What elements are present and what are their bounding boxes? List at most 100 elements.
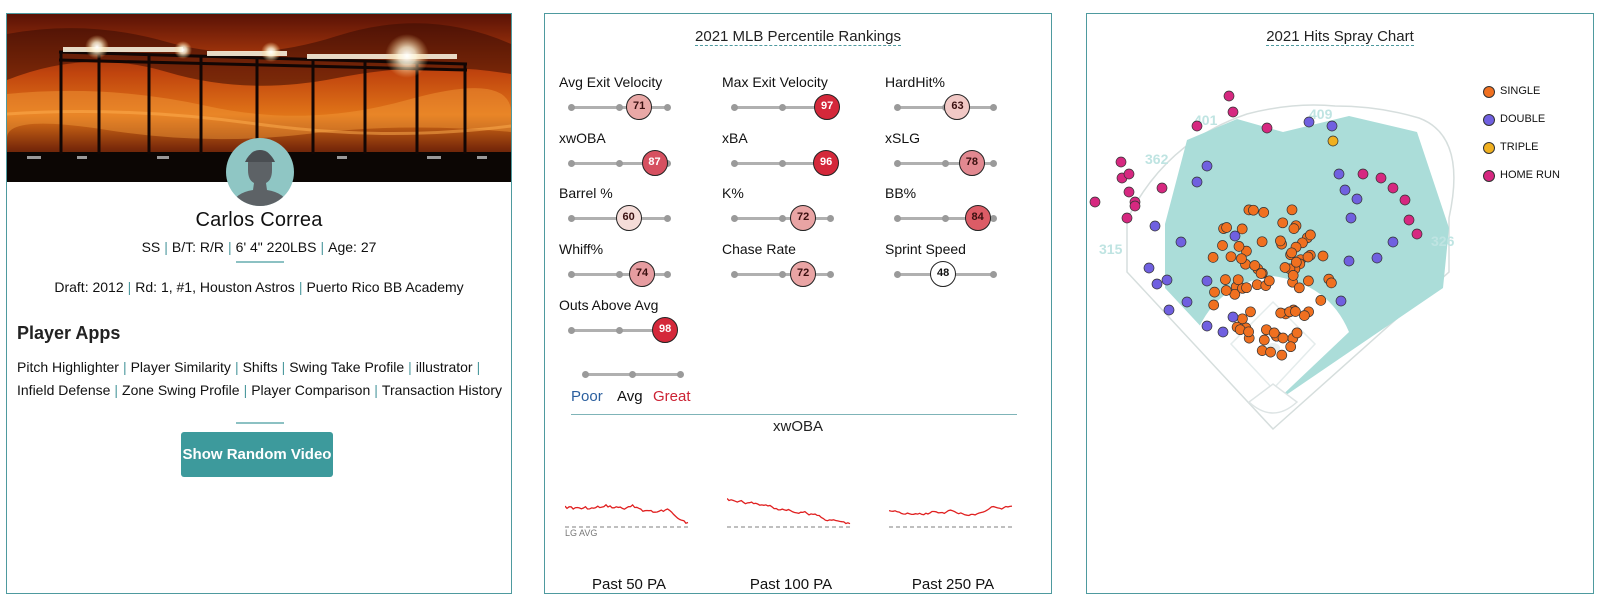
track-tick bbox=[990, 160, 997, 167]
window-label-250pa: Past 250 PA bbox=[911, 576, 995, 593]
single-hit-marker bbox=[1275, 307, 1287, 319]
double-hit-marker bbox=[1227, 311, 1239, 323]
home-run-hit-marker bbox=[1357, 168, 1369, 180]
app-link-infield-defense[interactable]: Infield Defense bbox=[17, 382, 111, 398]
app-link-player-similarity[interactable]: Player Similarity bbox=[130, 359, 231, 375]
track-tick bbox=[990, 215, 997, 222]
draft-round: Rd: 1, #1, Houston Astros bbox=[135, 279, 295, 295]
metric-label: K% bbox=[722, 185, 744, 201]
single-hit-marker bbox=[1249, 260, 1261, 271]
home-run-hit-marker bbox=[1403, 214, 1415, 226]
double-hit-marker bbox=[1351, 193, 1363, 205]
double-hit-marker bbox=[1151, 278, 1163, 290]
percentile-track bbox=[894, 215, 997, 222]
rankings-title-text: 2021 MLB Percentile Rankings bbox=[695, 28, 901, 46]
triple-hit-marker bbox=[1327, 135, 1339, 147]
double-hit-marker bbox=[1201, 320, 1213, 332]
single-hit-marker bbox=[1315, 295, 1327, 306]
single-hit-marker bbox=[1317, 250, 1329, 262]
scale-avg-label: Avg bbox=[617, 388, 643, 405]
app-link-pitch-highlighter[interactable]: Pitch Highlighter bbox=[17, 359, 119, 375]
double-hit-marker bbox=[1143, 262, 1155, 274]
metric-xslg: xSLG 78 bbox=[885, 130, 1025, 176]
scale-legend-track bbox=[582, 371, 684, 378]
home-run-hit-marker bbox=[1375, 172, 1387, 184]
track-tick bbox=[779, 215, 786, 222]
league-average-label: LG AVG bbox=[565, 528, 598, 538]
track-tick bbox=[990, 104, 997, 111]
double-hit-marker bbox=[1371, 252, 1383, 264]
app-link-shifts[interactable]: Shifts bbox=[242, 359, 278, 375]
legend-triple-label: TRIPLE bbox=[1500, 141, 1539, 153]
percentile-value-circle: 60 bbox=[615, 205, 642, 231]
player-draft-line: Draft: 2012 | Rd: 1, #1, Houston Astros | Pu… bbox=[54, 279, 464, 295]
base-paths bbox=[1229, 300, 1317, 391]
player-school: Puerto Rico BB Academy bbox=[306, 279, 464, 295]
metric-label: Avg Exit Velocity bbox=[559, 74, 663, 90]
window-label-50pa: Past 50 PA bbox=[592, 576, 666, 593]
percentile-value-circle: 84 bbox=[964, 205, 991, 231]
player-card: Carlos Correa SS | B/T: R/R | 6' 4" 220LBS | A… bbox=[6, 13, 512, 594]
single-hit-marker bbox=[1288, 223, 1300, 234]
single-hit-marker bbox=[1275, 235, 1286, 247]
metric-label: Sprint Speed bbox=[885, 241, 966, 257]
scale-tick-great bbox=[677, 371, 684, 378]
single-hit-marker bbox=[1225, 251, 1237, 263]
track-tick bbox=[568, 327, 575, 334]
hits-layer bbox=[1089, 90, 1423, 361]
player-bio-line: SS | B/T: R/R | 6' 4" 220LBS | Age: 27 bbox=[141, 239, 377, 255]
double-hit-marker bbox=[1149, 220, 1161, 232]
show-random-video-button[interactable]: Show Random Video bbox=[181, 432, 333, 477]
track-tick bbox=[894, 160, 901, 167]
home-run-hit-marker bbox=[1123, 168, 1135, 180]
single-hit-marker bbox=[1209, 286, 1220, 298]
percentile-value-circle: 48 bbox=[930, 261, 957, 287]
app-link-zone-swing-profile[interactable]: Zone Swing Profile bbox=[122, 382, 240, 398]
single-hit-marker bbox=[1258, 334, 1270, 346]
single-hit-marker bbox=[1303, 275, 1314, 287]
draft-label: Draft: bbox=[54, 279, 89, 295]
double-hit-marker bbox=[1201, 160, 1213, 172]
spray-chart-panel: 2021 Hits Spray Chart 315 362 401 409 32… bbox=[1086, 13, 1594, 594]
percentile-value-circle: 72 bbox=[790, 261, 817, 287]
percentile-track bbox=[894, 160, 997, 167]
track-tick bbox=[664, 271, 671, 278]
percentile-value-circle: 96 bbox=[813, 150, 840, 176]
app-link-swing-take-profile[interactable]: Swing Take Profile bbox=[289, 359, 405, 375]
distance-label-left-field: 315 bbox=[1099, 241, 1123, 257]
draft-year: 2012 bbox=[92, 279, 124, 295]
double-hit-marker bbox=[1175, 236, 1187, 248]
track-tick bbox=[779, 271, 786, 278]
app-link-player-comparison[interactable]: Player Comparison bbox=[251, 382, 371, 398]
player-height-weight: 6' 4" 220LBS bbox=[235, 239, 317, 255]
track-tick bbox=[616, 327, 623, 334]
metric-xwoba: xwOBA 87 bbox=[559, 130, 699, 176]
metric-label: xwOBA bbox=[559, 130, 606, 146]
track-tick bbox=[568, 271, 575, 278]
percentile-value-circle: 63 bbox=[944, 94, 971, 120]
app-link-illustrator[interactable]: illustrator bbox=[415, 359, 473, 375]
metric-label: Max Exit Velocity bbox=[722, 74, 828, 90]
app-link-transaction-history[interactable]: Transaction History bbox=[381, 382, 502, 398]
single-hit-marker bbox=[1277, 332, 1289, 344]
track-tick bbox=[894, 215, 901, 222]
player-name: Carlos Correa bbox=[195, 209, 323, 231]
scale-poor-label: Poor bbox=[571, 388, 603, 405]
double-hit-marker bbox=[1163, 304, 1175, 316]
home-run-hit-marker bbox=[1227, 106, 1239, 118]
legend-home-run-label: HOME RUN bbox=[1500, 169, 1560, 181]
player-bats-throws: B/T: R/R bbox=[171, 239, 225, 255]
metric-label: Chase Rate bbox=[722, 241, 796, 257]
single-hit-marker bbox=[1287, 270, 1299, 281]
percentile-value-circle: 97 bbox=[814, 94, 841, 120]
track-tick bbox=[568, 104, 575, 111]
single-hit-marker bbox=[1279, 262, 1291, 273]
xwoba-trend-100pa-chart bbox=[727, 498, 853, 528]
percentile-value-circle: 87 bbox=[641, 150, 668, 176]
metric-bb: BB% 84 bbox=[885, 185, 1025, 231]
double-hit-marker bbox=[1201, 275, 1213, 287]
track-tick bbox=[731, 160, 738, 167]
home-run-hit-marker bbox=[1223, 90, 1235, 102]
track-tick bbox=[942, 160, 949, 167]
track-tick bbox=[616, 160, 623, 167]
